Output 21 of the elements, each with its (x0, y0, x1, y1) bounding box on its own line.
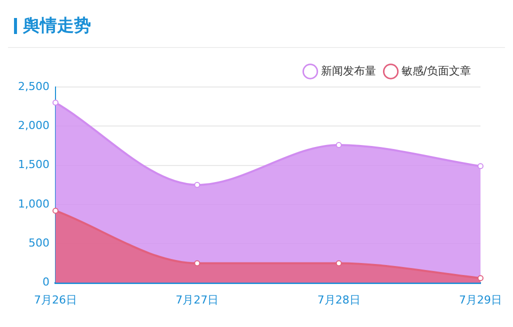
x-tick-label: 7月27日 (176, 293, 219, 306)
point (478, 275, 484, 282)
y-tick-label: 0 (42, 276, 50, 289)
point (194, 260, 200, 266)
y-tick-label: 500 (28, 236, 50, 250)
point (336, 260, 342, 266)
y-tick-label: 2,500 (18, 80, 50, 93)
legend-label: 敏感/负面文章 (401, 64, 472, 78)
point (478, 163, 484, 170)
x-tick-label: 7月28日 (317, 293, 360, 306)
point (194, 182, 200, 188)
point (52, 208, 58, 214)
y-tick-label: 1,500 (18, 158, 50, 172)
chart-title: 舆情走势 (23, 16, 91, 36)
y-tick-label: 1,000 (18, 197, 50, 210)
y-tick-label: 2,000 (18, 119, 50, 132)
point (52, 100, 58, 106)
point (336, 142, 342, 148)
x-tick-label: 7月26日 (34, 293, 77, 306)
x-tick-label: 7月29日 (459, 293, 502, 306)
legend-label: 新闻发布量 (320, 64, 376, 78)
